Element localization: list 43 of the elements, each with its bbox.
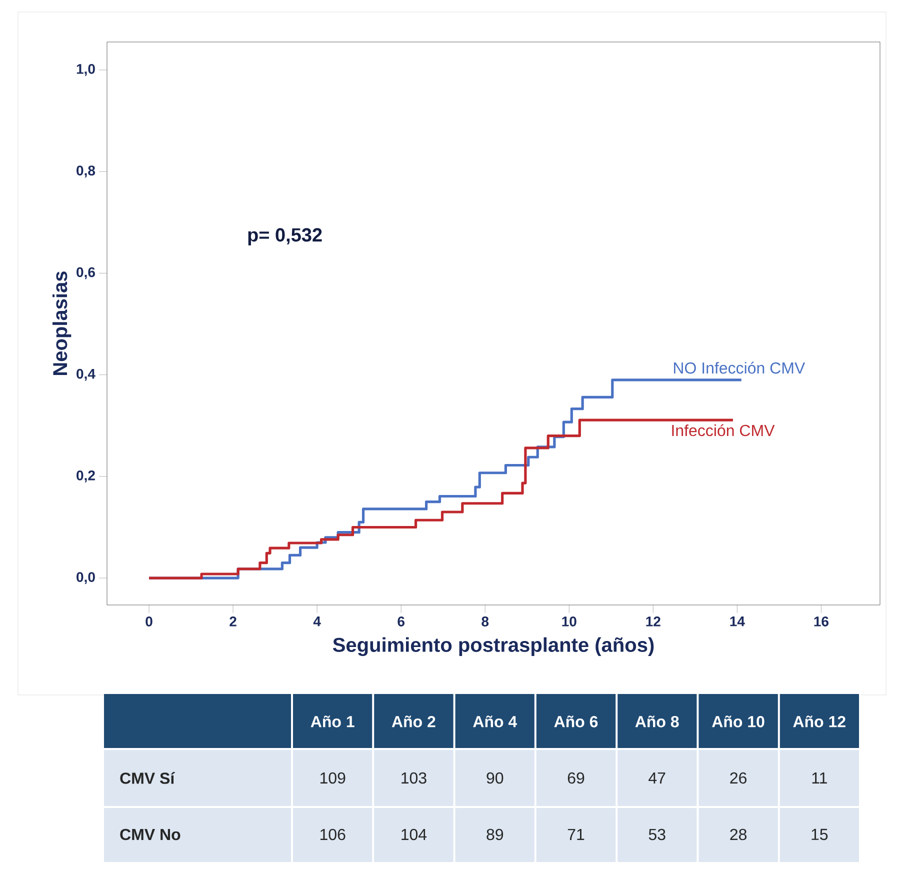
y-tick-label: 0,0 [76,572,95,584]
text: CMV Sí [120,772,176,784]
text: 47 [648,772,666,784]
text: 11 [812,772,827,784]
text: 15 [812,828,828,840]
text: Año 4 [473,716,518,728]
x-tick-label: 4 [313,616,321,626]
x-tick-label: 8 [482,616,489,626]
y-tick-label: 0,6 [76,267,95,280]
text: 103 [402,772,426,784]
x-tick-label: 12 [646,616,660,626]
text: 28 [730,828,747,840]
text: 104 [402,828,427,840]
text: 53 [648,828,666,840]
x-tick-label: 14 [730,616,745,626]
text: 106 [320,828,346,840]
y-tick-label: 1,0 [76,64,95,76]
x-tick-label: 0 [146,616,152,626]
text: 109 [320,772,346,784]
y-tick-label: 0,4 [76,368,96,381]
series-label: NO Infección CMV [674,362,806,374]
y-tick-label: 0,2 [76,470,95,482]
x-tick-label: 10 [562,616,576,626]
text: 69 [568,772,584,784]
text: 90 [486,772,504,784]
text: Año 1 [310,716,354,728]
text: Año 8 [635,716,679,728]
text: 89 [486,828,504,840]
y-axis-title: Neoplasias [52,272,72,375]
text: Año 2 [392,716,436,728]
x-tick-label: 16 [814,616,828,626]
text: 71 [568,828,584,840]
text: Año 6 [554,716,598,728]
text: 26 [730,772,746,784]
text: Año 10 [712,716,764,728]
text: CMV No [120,828,180,840]
y-tick-label: 0,8 [76,166,96,178]
series-label: Infección CMV [672,424,775,436]
annotation: p= 0,532 [248,228,322,246]
x-axis-title: Seguimiento postrasplante (años) [332,637,654,656]
x-tick-label: 2 [230,616,236,626]
x-tick-label: 6 [398,616,404,626]
text: Año 12 [793,716,846,728]
